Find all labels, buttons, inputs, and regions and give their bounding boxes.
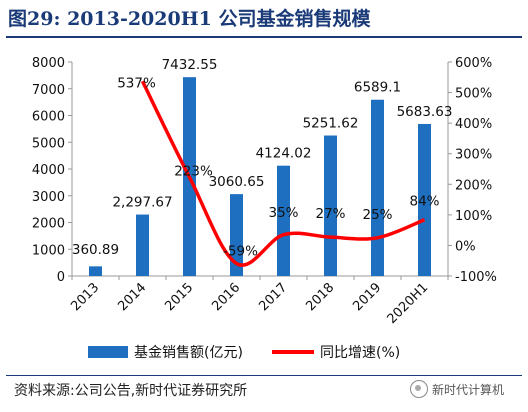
x-tick-label: 2013 (68, 280, 102, 314)
bar (230, 194, 243, 276)
x-tick-label: 2016 (209, 280, 243, 314)
bar-value-label: 5251.62 (303, 116, 359, 132)
bar-value-label: 6589.1 (354, 80, 401, 96)
y-left-tick-label: 1000 (32, 243, 65, 258)
y-left-tick-label: 8000 (32, 56, 65, 71)
line-value-label: 537% (117, 75, 156, 91)
source-note: 资料来源:公司公告,新时代证券研究所 (14, 383, 248, 399)
y-left-tick-label: 7000 (32, 83, 65, 98)
bar (418, 123, 431, 277)
line-value-label: 27% (315, 206, 345, 222)
y-left-tick-label: 3000 (32, 190, 65, 205)
line-value-label: 84% (409, 194, 439, 210)
watermark-text: 新时代计算机 (432, 382, 505, 397)
watermark: 新时代计算机 (410, 380, 504, 398)
bar (324, 135, 337, 276)
bar-value-label: 7432.55 (162, 57, 218, 73)
chart: 0 1000 2000 3000 4000 5000 6000 7000 8000 -100% 0%… (32, 56, 497, 361)
y-left-tick-label: 6000 (32, 110, 65, 125)
line-value-label: 223% (174, 163, 213, 179)
bar (371, 99, 384, 276)
wechat-icon (410, 380, 428, 398)
x-tick-label: 2020H1 (385, 280, 432, 327)
x-tick-label: 2014 (115, 280, 149, 314)
y-left-tick-label: 5000 (32, 136, 65, 151)
growth-line (140, 80, 426, 267)
bar (136, 214, 149, 276)
figure-title: 图29: 2013-2020H1 公司基金销售规模 (8, 8, 371, 30)
bar-value-label: 4124.02 (256, 146, 312, 162)
y-right-tick-label: 0% (455, 239, 476, 254)
y-right-tick-label: 100% (455, 209, 492, 224)
x-tick-label: 2015 (162, 280, 196, 314)
y-left-tick-label: 2000 (32, 217, 65, 232)
y-right-tick-label: -100% (455, 270, 497, 285)
source-rule (6, 375, 522, 376)
x-tick-label: 2019 (350, 280, 384, 314)
bar (277, 165, 290, 276)
bar (89, 266, 102, 276)
line-value-label: 35% (268, 205, 298, 221)
bar-value-label: 5683.63 (397, 104, 453, 120)
y-left-tick-label: 4000 (32, 163, 65, 178)
legend-line-label: 同比增速(%) (320, 345, 400, 361)
y-right-tick-label: 600% (455, 56, 492, 71)
bar-value-label: 360.89 (72, 242, 119, 258)
y-right-tick-label: 500% (455, 87, 492, 102)
bar-value-label: 3060.65 (209, 174, 265, 190)
y-left-tick-label: 0 (57, 270, 65, 285)
y-right-tick-label: 300% (455, 148, 492, 163)
line-value-label: 25% (362, 207, 392, 223)
line-value-label: -59% (223, 243, 258, 259)
y-right-tick-label: 200% (455, 178, 492, 193)
x-tick-label: 2018 (303, 280, 337, 314)
legend-bar-swatch (88, 346, 128, 358)
y-right-tick-label: 400% (455, 117, 492, 132)
legend-bar-label: 基金销售额(亿元) (134, 344, 243, 361)
title-rule (6, 36, 522, 38)
x-tick-label: 2017 (256, 280, 290, 314)
bar-value-label: 2,297.67 (112, 195, 172, 211)
